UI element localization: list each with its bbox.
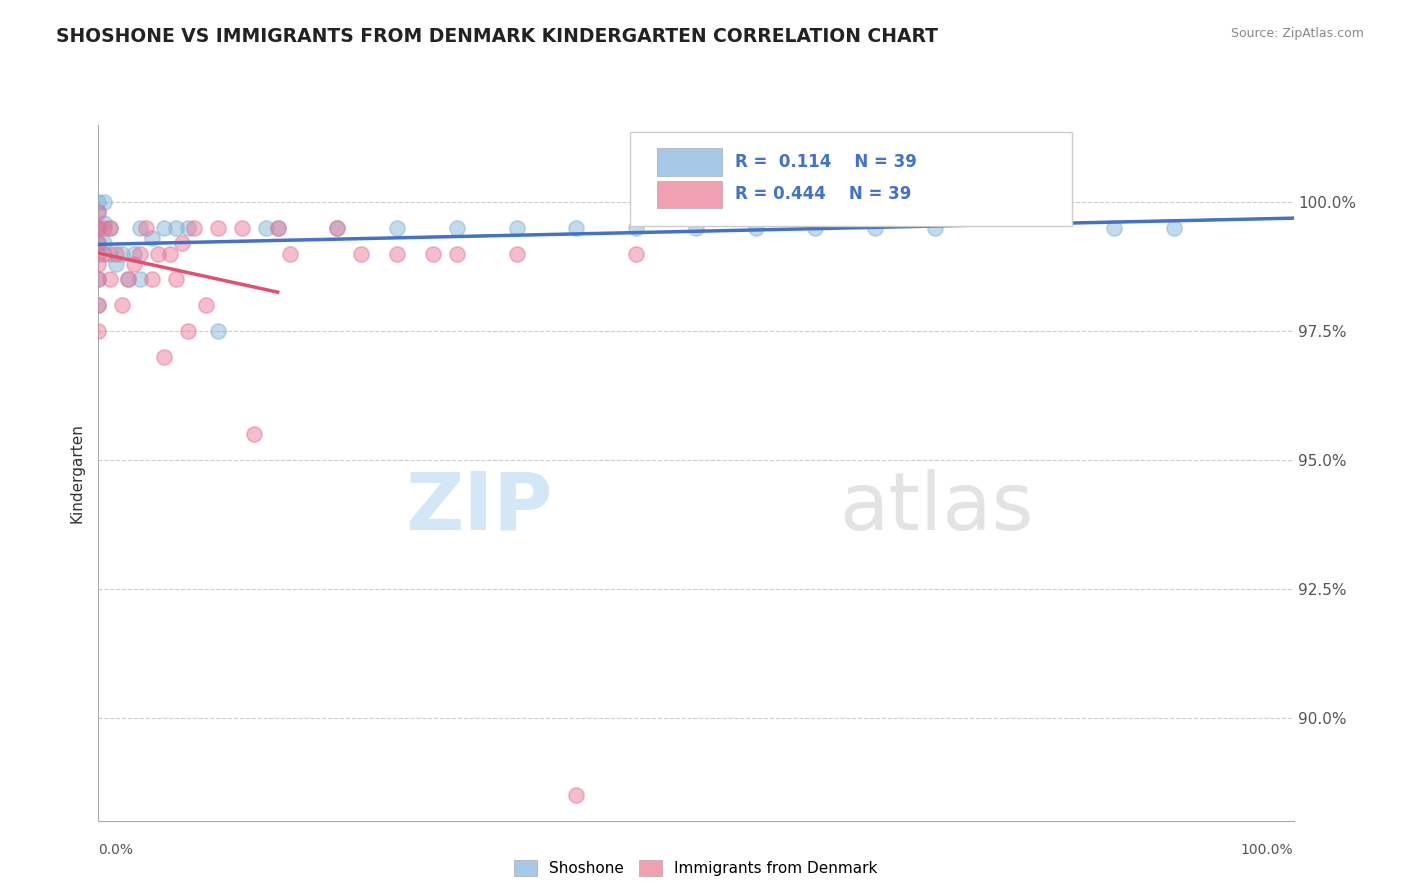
Point <box>148 246 170 260</box>
Point <box>422 246 444 260</box>
Point <box>93 216 115 230</box>
Point <box>105 257 128 271</box>
Point <box>326 221 349 235</box>
Point <box>129 246 152 260</box>
Point <box>124 246 146 260</box>
Point <box>111 298 134 312</box>
Point <box>153 350 176 364</box>
Point <box>87 221 110 235</box>
Point <box>804 221 827 235</box>
Point <box>194 298 218 312</box>
Point <box>111 246 134 260</box>
Point <box>87 195 110 210</box>
Point <box>924 221 946 235</box>
Point <box>177 324 200 338</box>
Point <box>254 221 277 235</box>
Point <box>87 272 110 286</box>
Point <box>98 272 122 286</box>
Point <box>165 272 187 286</box>
Point <box>177 221 200 235</box>
Text: 100.0%: 100.0% <box>1241 843 1294 857</box>
Point <box>506 246 529 260</box>
Point <box>565 788 588 802</box>
Text: SHOSHONE VS IMMIGRANTS FROM DENMARK KINDERGARTEN CORRELATION CHART: SHOSHONE VS IMMIGRANTS FROM DENMARK KIND… <box>56 27 938 45</box>
Point <box>93 246 115 260</box>
Text: ZIP: ZIP <box>405 468 553 547</box>
Text: Source: ZipAtlas.com: Source: ZipAtlas.com <box>1230 27 1364 40</box>
Point <box>141 231 163 245</box>
Point <box>87 236 110 251</box>
Point <box>626 221 648 235</box>
Point <box>172 236 194 251</box>
Point <box>87 324 110 338</box>
Point <box>1163 221 1185 235</box>
Point <box>165 221 187 235</box>
Point <box>129 272 152 286</box>
Point <box>506 221 529 235</box>
Point <box>124 257 146 271</box>
Point <box>87 221 110 235</box>
Point <box>105 246 128 260</box>
Legend: Shoshone, Immigrants from Denmark: Shoshone, Immigrants from Denmark <box>508 855 884 882</box>
Point <box>93 236 115 251</box>
Point <box>135 221 157 235</box>
Y-axis label: Kindergarten: Kindergarten <box>69 423 84 523</box>
Point <box>243 427 266 442</box>
Point <box>87 272 110 286</box>
Point <box>350 246 373 260</box>
Point <box>129 221 152 235</box>
Text: atlas: atlas <box>839 468 1033 547</box>
Point <box>745 221 768 235</box>
Point <box>87 236 110 251</box>
Point <box>93 221 115 235</box>
Point <box>98 221 122 235</box>
Point <box>87 221 110 235</box>
FancyBboxPatch shape <box>657 148 723 176</box>
Point <box>183 221 205 235</box>
Point <box>565 221 588 235</box>
Point <box>278 246 301 260</box>
Point <box>863 221 887 235</box>
Point <box>267 221 290 235</box>
Point <box>87 205 110 219</box>
Point <box>98 221 122 235</box>
Point <box>207 221 229 235</box>
Point <box>385 246 409 260</box>
Point <box>117 272 139 286</box>
Point <box>446 246 468 260</box>
Point <box>685 221 707 235</box>
Point <box>446 221 468 235</box>
Text: 0.0%: 0.0% <box>98 843 134 857</box>
Point <box>385 221 409 235</box>
Point <box>141 272 163 286</box>
Point <box>626 246 648 260</box>
FancyBboxPatch shape <box>657 180 723 209</box>
Point <box>87 205 110 219</box>
Point <box>93 195 115 210</box>
Point <box>87 257 110 271</box>
Point <box>98 246 122 260</box>
Point <box>267 221 290 235</box>
Point <box>159 246 181 260</box>
Point <box>87 246 110 260</box>
Point <box>326 221 349 235</box>
FancyBboxPatch shape <box>630 132 1073 226</box>
Point <box>207 324 229 338</box>
Text: R =  0.114    N = 39: R = 0.114 N = 39 <box>735 153 917 170</box>
Point <box>87 298 110 312</box>
Point <box>87 298 110 312</box>
Point <box>231 221 253 235</box>
Point <box>117 272 139 286</box>
Point <box>1102 221 1125 235</box>
Point <box>153 221 176 235</box>
Text: R = 0.444    N = 39: R = 0.444 N = 39 <box>735 186 911 203</box>
